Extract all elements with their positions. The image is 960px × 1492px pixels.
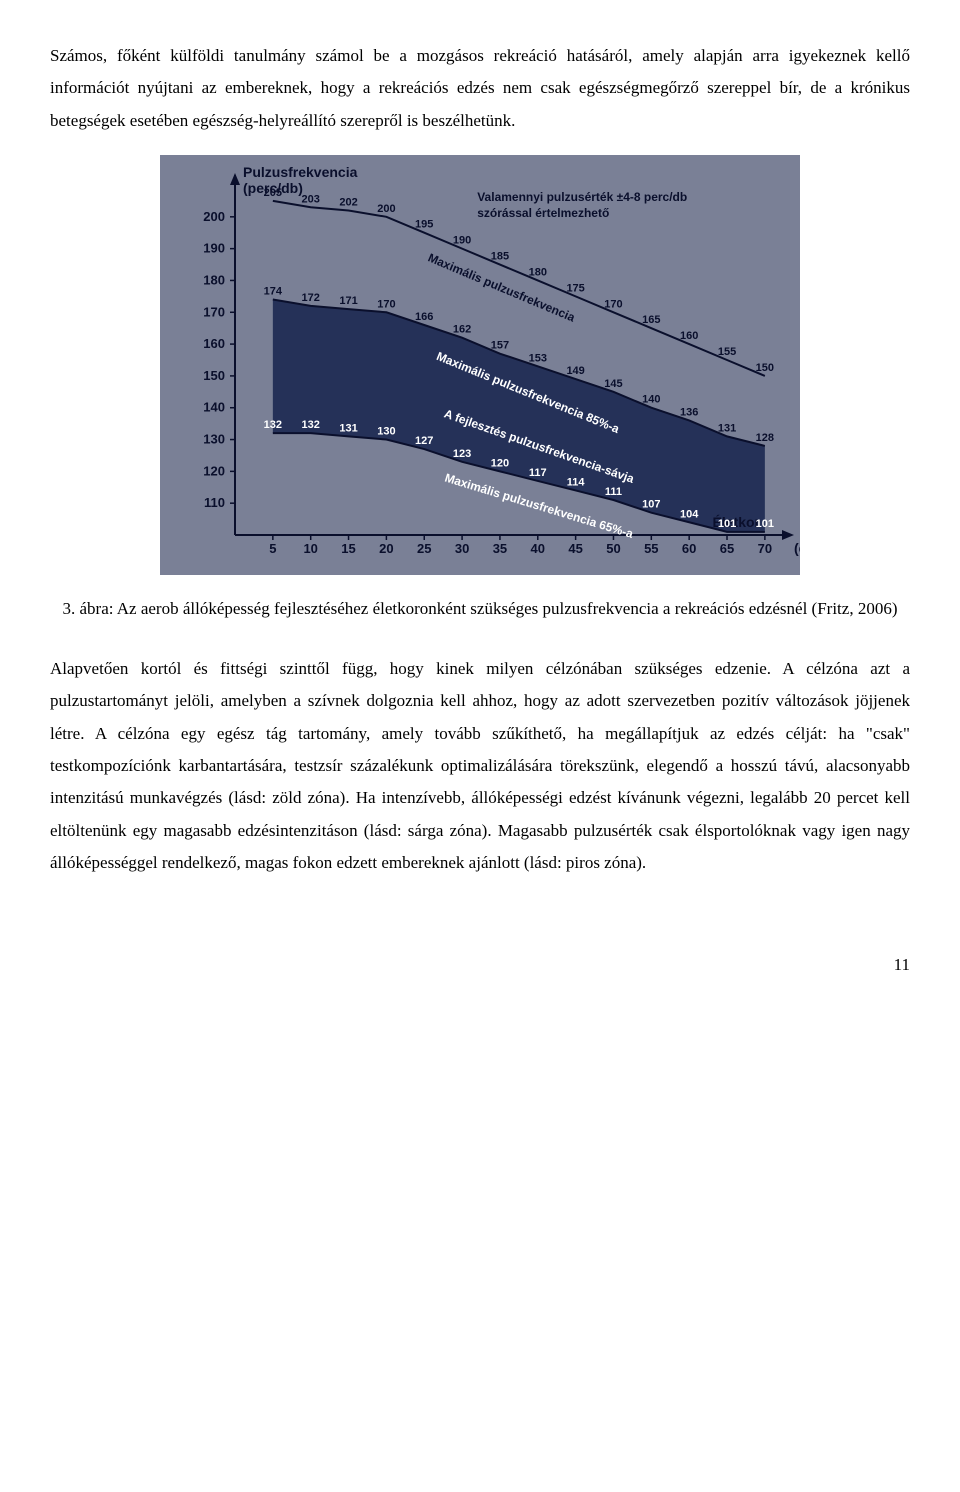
svg-text:114: 114 <box>567 476 586 488</box>
svg-text:150: 150 <box>756 362 774 374</box>
svg-text:170: 170 <box>604 298 622 310</box>
svg-text:130: 130 <box>203 431 225 446</box>
svg-text:160: 160 <box>680 330 698 342</box>
svg-text:111: 111 <box>605 486 622 498</box>
svg-text:50: 50 <box>606 541 620 556</box>
svg-text:145: 145 <box>604 378 622 390</box>
svg-text:190: 190 <box>453 235 471 247</box>
svg-text:140: 140 <box>642 394 660 406</box>
svg-text:35: 35 <box>493 541 507 556</box>
svg-text:162: 162 <box>453 324 471 336</box>
svg-text:132: 132 <box>264 419 282 431</box>
svg-text:153: 153 <box>529 352 547 364</box>
svg-text:45: 45 <box>568 541 582 556</box>
svg-text:174: 174 <box>264 285 283 297</box>
svg-text:180: 180 <box>203 272 225 287</box>
intro-paragraph: Számos, főként külföldi tanulmány számol… <box>50 40 910 137</box>
svg-text:171: 171 <box>339 295 357 307</box>
svg-text:10: 10 <box>303 541 317 556</box>
svg-text:140: 140 <box>203 400 225 415</box>
svg-text:166: 166 <box>415 311 433 323</box>
svg-text:155: 155 <box>718 346 736 358</box>
svg-text:202: 202 <box>339 196 357 208</box>
pulse-chart: 110 120 130 140 150 160 170 180 190 200 5 10 15 20 25 3… <box>160 155 800 575</box>
svg-text:170: 170 <box>203 304 225 319</box>
svg-text:Pulzusfrekvencia: Pulzusfrekvencia <box>243 164 358 180</box>
svg-text:104: 104 <box>680 508 699 520</box>
svg-text:5: 5 <box>269 541 276 556</box>
svg-text:20: 20 <box>379 541 393 556</box>
svg-text:70: 70 <box>758 541 772 556</box>
svg-text:132: 132 <box>302 419 320 431</box>
svg-text:160: 160 <box>203 336 225 351</box>
svg-text:185: 185 <box>491 250 509 262</box>
svg-text:(év): (év) <box>794 540 800 556</box>
svg-text:60: 60 <box>682 541 696 556</box>
svg-text:172: 172 <box>302 292 320 304</box>
svg-text:101: 101 <box>756 518 774 530</box>
svg-text:15: 15 <box>341 541 355 556</box>
svg-text:30: 30 <box>455 541 469 556</box>
svg-text:szórással értelmezhető: szórással értelmezhető <box>477 206 609 220</box>
svg-text:128: 128 <box>756 432 774 444</box>
svg-text:195: 195 <box>415 219 433 231</box>
svg-text:107: 107 <box>642 499 660 511</box>
body-paragraph: Alapvetően kortól és fittségi szinttől f… <box>50 653 910 879</box>
svg-text:136: 136 <box>680 406 698 418</box>
svg-text:203: 203 <box>302 193 320 205</box>
svg-text:157: 157 <box>491 340 509 352</box>
svg-text:25: 25 <box>417 541 431 556</box>
svg-text:150: 150 <box>203 368 225 383</box>
svg-text:130: 130 <box>377 425 395 437</box>
svg-text:120: 120 <box>491 457 509 469</box>
svg-text:101: 101 <box>718 518 736 530</box>
svg-text:65: 65 <box>720 541 734 556</box>
svg-text:190: 190 <box>203 241 225 256</box>
svg-text:175: 175 <box>566 282 584 294</box>
svg-text:40: 40 <box>531 541 545 556</box>
svg-text:110: 110 <box>204 495 225 510</box>
svg-text:120: 120 <box>203 463 225 478</box>
svg-text:200: 200 <box>203 209 225 224</box>
svg-text:149: 149 <box>566 365 584 377</box>
svg-text:55: 55 <box>644 541 658 556</box>
page-number: 11 <box>50 949 910 981</box>
svg-text:123: 123 <box>453 448 471 460</box>
svg-text:127: 127 <box>415 435 433 447</box>
svg-text:180: 180 <box>529 266 547 278</box>
svg-text:170: 170 <box>377 298 395 310</box>
svg-text:205: 205 <box>264 187 282 199</box>
figure-caption: 3. ábra: Az aerob állóképesség fejleszté… <box>50 593 910 625</box>
svg-text:Valamennyi pulzusérték ±4-8 pe: Valamennyi pulzusérték ±4-8 perc/db <box>477 190 687 204</box>
svg-text:131: 131 <box>339 422 357 434</box>
svg-text:200: 200 <box>377 203 395 215</box>
svg-text:131: 131 <box>718 422 736 434</box>
svg-text:117: 117 <box>529 467 547 479</box>
svg-text:165: 165 <box>642 314 660 326</box>
